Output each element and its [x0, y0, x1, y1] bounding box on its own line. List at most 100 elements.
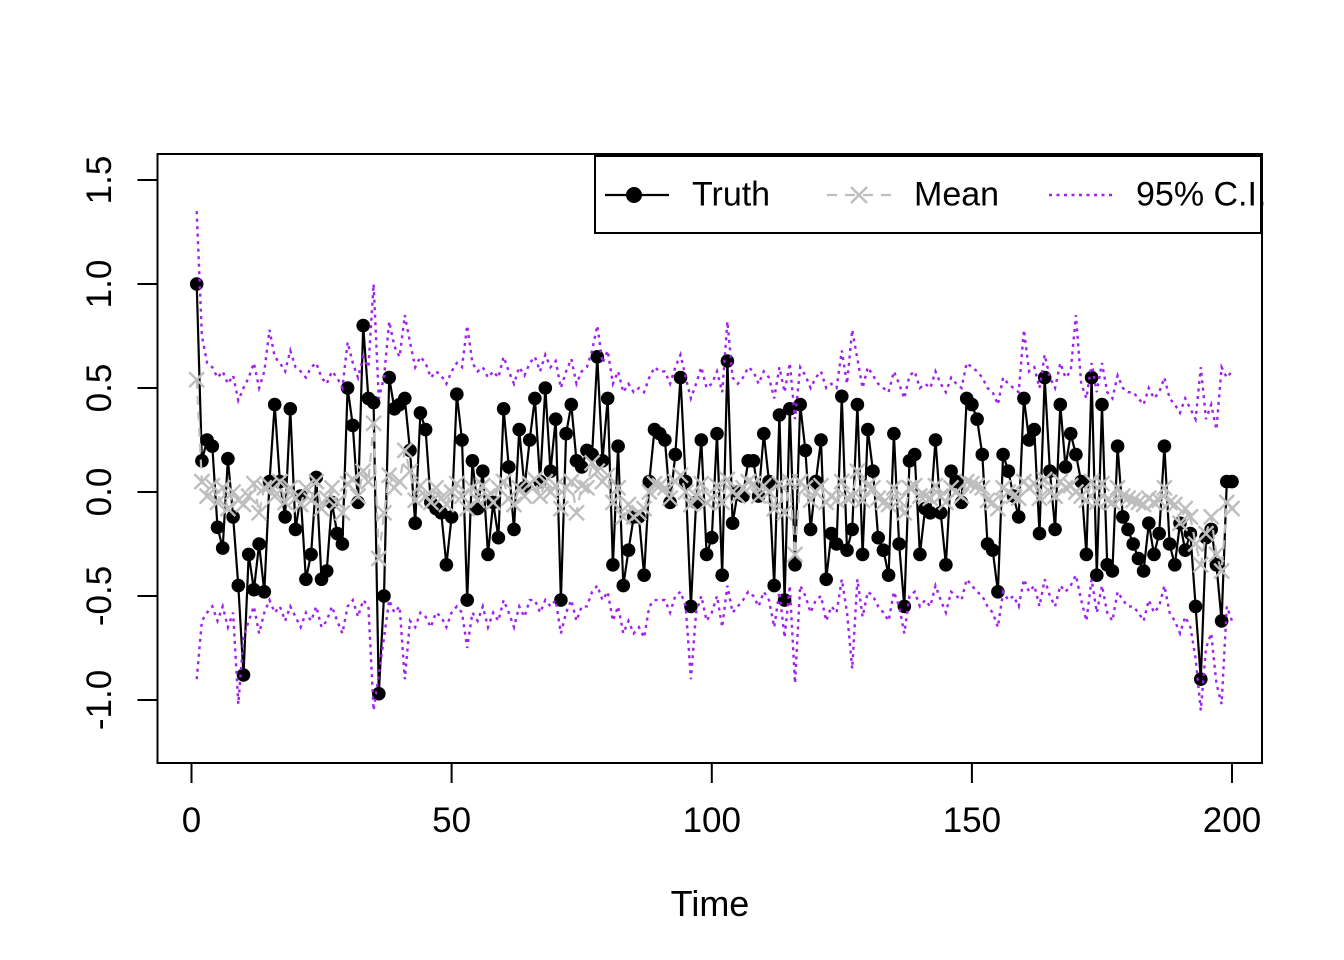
truth-point	[840, 543, 854, 557]
truth-point	[1032, 526, 1047, 541]
truth-point	[887, 426, 901, 441]
truth-point	[616, 578, 631, 593]
truth-point	[382, 370, 397, 385]
truth-point	[772, 408, 787, 422]
mean-x-marker	[1145, 494, 1163, 511]
x-tick-label: 100	[683, 801, 741, 840]
x-axis-ticks: 0 50 100 150 200	[182, 763, 1261, 840]
ci-upper-line	[195, 211, 1233, 430]
truth-point	[252, 537, 266, 551]
x-tick-label: 200	[1203, 801, 1261, 840]
mean-x-marker	[464, 479, 481, 497]
mean-x-marker	[692, 475, 710, 493]
mean-x-marker	[609, 479, 627, 497]
mean-x-marker	[370, 550, 388, 567]
truth-point	[346, 418, 360, 433]
y-tick-label: 1.5	[80, 156, 119, 205]
plot-box	[156, 153, 1263, 764]
mean-x-marker	[927, 477, 944, 495]
mean-x-marker	[828, 491, 845, 509]
mean-x-marker	[859, 477, 877, 495]
mean-x-marker	[198, 487, 216, 505]
truth-point	[221, 451, 235, 466]
truth-point	[907, 447, 922, 462]
y-tick-label: -1.0	[80, 670, 119, 730]
truth-point	[512, 422, 526, 437]
mean-x-marker	[448, 475, 466, 493]
y-tick-label: 0.5	[80, 364, 119, 413]
mean-x-marker	[360, 473, 377, 490]
mean-x-marker	[875, 494, 892, 511]
mean-x-marker	[963, 475, 981, 493]
truth-point	[444, 510, 459, 524]
mean-x-marker	[838, 489, 856, 507]
mean-x-marker	[271, 473, 289, 490]
truth-point	[668, 447, 683, 462]
truth-point	[476, 464, 490, 479]
mean-x-marker	[547, 477, 565, 495]
truth-point	[564, 397, 579, 412]
mean-x-marker	[334, 504, 351, 522]
mean-x-marker	[1088, 494, 1106, 511]
mean-x-marker	[843, 487, 861, 505]
mean-x-marker	[833, 473, 851, 490]
mean-x-marker	[921, 489, 939, 507]
mean-x-marker	[802, 491, 819, 509]
mean-x-marker	[354, 462, 372, 480]
truth-point	[528, 391, 542, 406]
mean-x-marker	[406, 491, 424, 509]
truth-point	[1095, 397, 1109, 412]
mean-x-marker	[240, 487, 258, 505]
mean-x-marker	[552, 500, 570, 517]
truth-point	[210, 520, 225, 535]
truth-point	[1048, 522, 1062, 537]
mean-x-marker	[1098, 491, 1116, 509]
mean-x-marker	[323, 479, 341, 497]
mean-x-marker	[297, 479, 315, 497]
truth-point	[803, 522, 818, 537]
mean-x-marker	[661, 489, 679, 507]
mean-x-marker	[1202, 508, 1220, 526]
mean-x-marker	[380, 466, 398, 484]
truth-point	[928, 433, 943, 447]
truth-point	[1022, 433, 1036, 447]
mean-x-marker	[656, 479, 674, 497]
mean-x-marker	[245, 475, 263, 493]
mean-x-marker	[599, 466, 617, 484]
truth-point	[366, 395, 381, 410]
mean-x-marker	[646, 475, 663, 493]
mean-x-marker	[854, 491, 871, 509]
truth-point	[450, 387, 464, 402]
mean-x-marker	[1104, 494, 1121, 511]
truth-point	[855, 547, 870, 562]
mean-x-marker	[1031, 489, 1048, 507]
truth-point	[418, 422, 433, 437]
truth-point	[304, 547, 318, 562]
truth-point	[835, 389, 849, 404]
x-axis-title: Time	[670, 883, 750, 924]
legend-box: Truth Mean 95% C.I.	[594, 155, 1266, 234]
mean-x-marker	[750, 487, 767, 505]
mean-x-marker	[885, 479, 903, 497]
x-tick-label: 150	[943, 801, 1001, 840]
mean-x-marker	[1005, 487, 1022, 505]
truth-point	[933, 506, 948, 520]
truth-point	[1058, 460, 1073, 474]
truth-point	[481, 547, 495, 562]
mean-x-marker	[968, 477, 986, 495]
mean-x-marker	[453, 487, 471, 505]
truth-point	[1147, 547, 1161, 562]
truth-point	[699, 547, 714, 562]
x-tick-label: 0	[182, 801, 201, 840]
truth-point	[1168, 558, 1182, 572]
mean-x-marker	[1182, 508, 1199, 526]
truth-point	[1079, 547, 1094, 562]
mean-x-marker	[474, 477, 492, 495]
mean-x-marker	[880, 496, 897, 513]
mean-x-marker	[219, 500, 237, 517]
mean-x-marker	[526, 471, 544, 488]
mean-x-marker	[209, 494, 226, 511]
truth-point	[1162, 537, 1177, 551]
mean-x-marker	[687, 487, 705, 505]
